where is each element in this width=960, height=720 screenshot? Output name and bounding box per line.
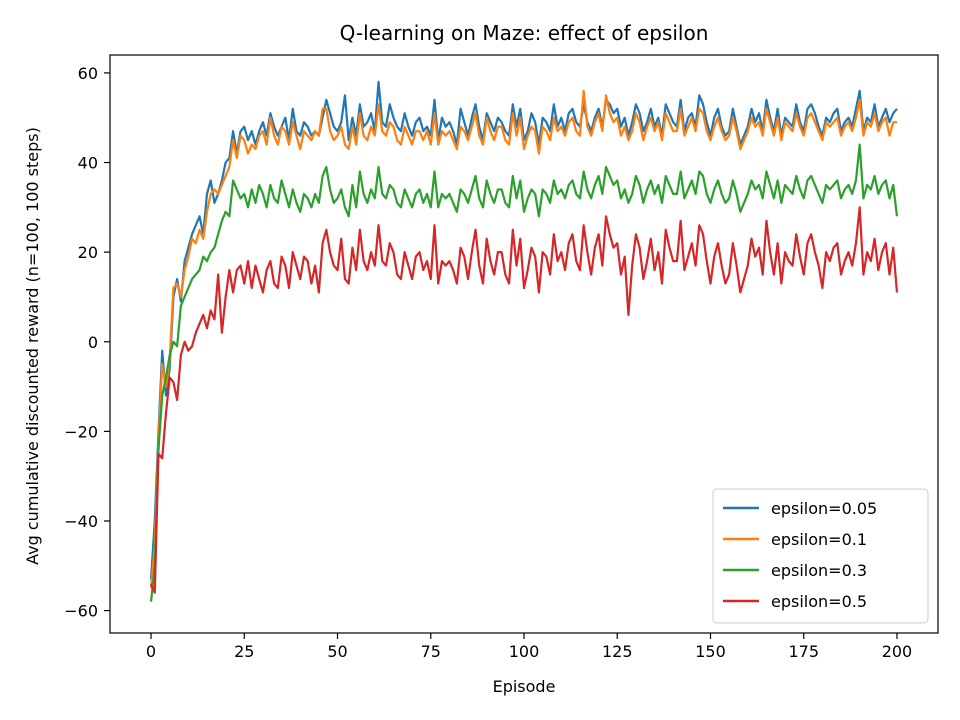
x-tick-label: 0 <box>146 642 156 661</box>
y-tick-label: 20 <box>78 243 98 262</box>
legend-label-0: epsilon=0.05 <box>771 499 877 518</box>
x-axis-label: Episode <box>493 677 556 696</box>
y-axis: −60 −40 −20 0 20 40 60 <box>64 64 110 621</box>
x-tick-label: 150 <box>695 642 726 661</box>
x-tick-label: 25 <box>234 642 254 661</box>
y-tick-label: −20 <box>64 422 98 441</box>
x-tick-label: 175 <box>788 642 819 661</box>
x-tick-label: 100 <box>509 642 540 661</box>
series-line-3 <box>150 206 899 594</box>
legend-box <box>712 488 929 624</box>
y-tick-label: −40 <box>64 512 98 531</box>
legend-label-3: epsilon=0.5 <box>771 592 867 611</box>
series-line-1 <box>149 89 897 589</box>
legend-label-1: epsilon=0.1 <box>771 530 867 549</box>
series-line-2 <box>149 143 899 602</box>
chart-title: Q-learning on Maze: effect of epsilon <box>340 21 709 45</box>
legend-label-2: epsilon=0.3 <box>771 561 867 580</box>
legend: epsilon=0.05 epsilon=0.1 epsilon=0.3 epsilo… <box>712 488 929 624</box>
y-axis-label: Avg cumulative discounted reward (n=100,… <box>23 127 42 565</box>
y-tick-label: 0 <box>88 333 98 352</box>
y-tick-label: 40 <box>78 154 98 173</box>
y-tick-label: 60 <box>78 64 98 83</box>
x-tick-label: 50 <box>327 642 347 661</box>
x-axis: 0 25 50 75 100 125 150 175 200 <box>146 633 912 661</box>
x-tick-label: 125 <box>602 642 633 661</box>
x-tick-label: 75 <box>421 642 441 661</box>
y-tick-label: −60 <box>64 602 98 621</box>
x-tick-label: 200 <box>882 642 913 661</box>
